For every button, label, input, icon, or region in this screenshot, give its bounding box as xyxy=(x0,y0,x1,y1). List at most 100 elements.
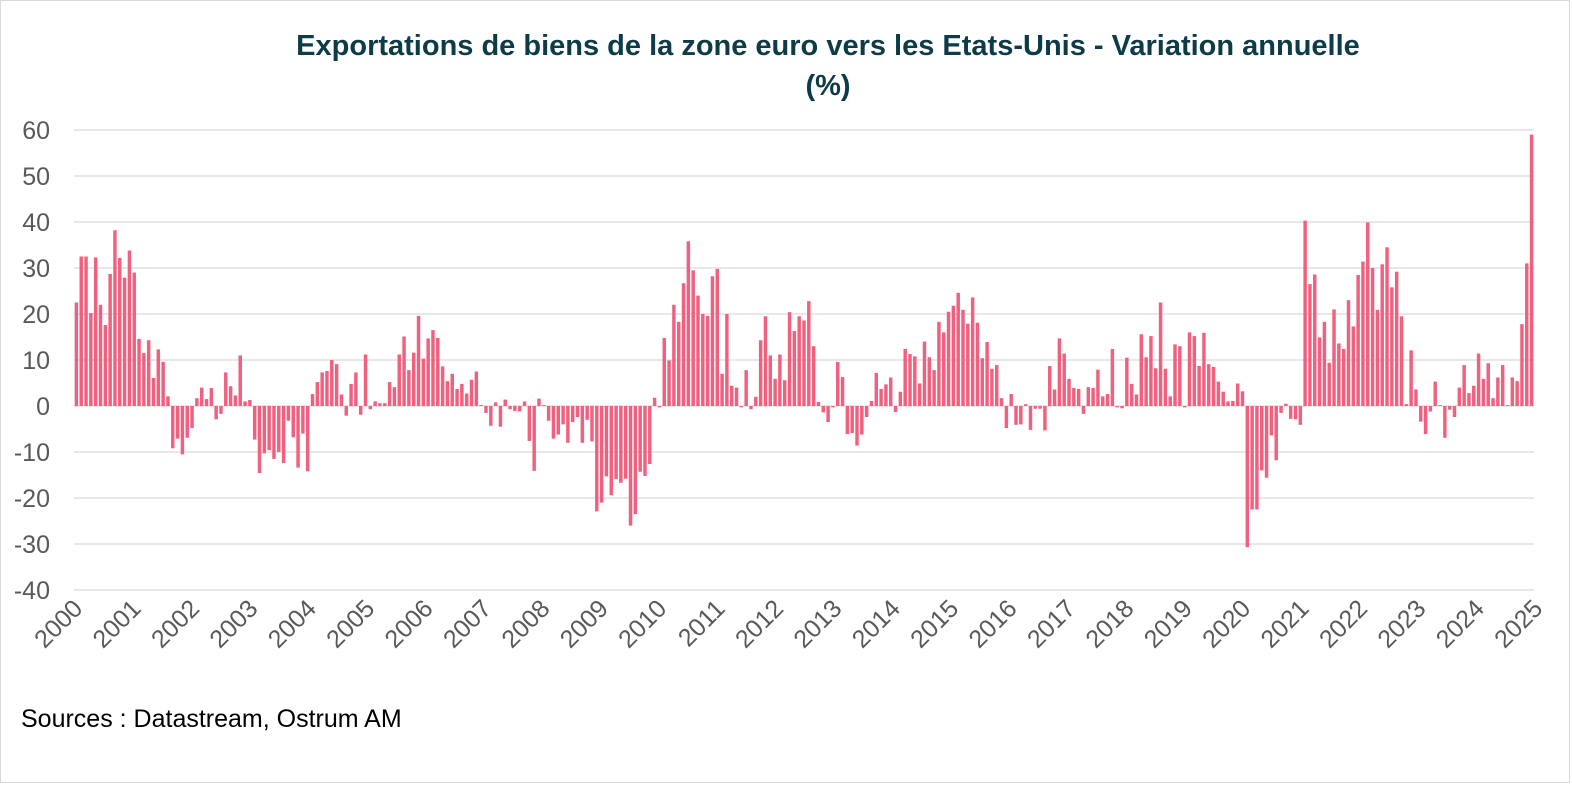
bar xyxy=(479,405,483,406)
bar xyxy=(1202,332,1206,406)
chart-title-unit: (%) xyxy=(805,70,851,102)
bar xyxy=(383,403,387,406)
bar xyxy=(1346,300,1351,406)
x-tick-label: 2024 xyxy=(1431,594,1490,653)
bar xyxy=(411,352,416,406)
bar xyxy=(1361,261,1365,406)
bar xyxy=(1486,363,1490,406)
bar xyxy=(1414,389,1418,406)
bar xyxy=(566,406,570,443)
y-axis-labels: 60 50 40 30 20 10 0 -10 -20 -30 -40 xyxy=(14,117,50,605)
bar xyxy=(334,364,339,406)
bar xyxy=(1245,406,1250,548)
bar xyxy=(1192,336,1197,406)
bar xyxy=(118,257,122,406)
bar xyxy=(1086,387,1091,406)
bar xyxy=(580,406,585,443)
bar xyxy=(604,406,609,477)
bar xyxy=(122,277,127,406)
bar xyxy=(1096,369,1100,406)
bar xyxy=(1515,381,1519,406)
bar xyxy=(1274,406,1278,461)
bar xyxy=(440,366,445,406)
bar xyxy=(609,406,613,496)
y-tick-label: 0 xyxy=(36,393,50,421)
bar xyxy=(648,406,652,464)
bar xyxy=(209,388,214,406)
bar xyxy=(787,312,792,406)
bar xyxy=(103,325,108,406)
bar xyxy=(1158,302,1163,406)
bar xyxy=(291,406,295,438)
bar xyxy=(315,382,320,406)
bar xyxy=(325,371,329,406)
bar xyxy=(171,406,175,449)
y-tick-label: 20 xyxy=(22,301,50,329)
bar xyxy=(508,406,512,410)
x-tick-label: 2006 xyxy=(380,594,439,653)
bar xyxy=(720,373,724,406)
bar xyxy=(1154,368,1158,406)
bar xyxy=(262,406,267,454)
bar xyxy=(1226,401,1230,406)
bar xyxy=(228,386,233,406)
x-tick-label: 2021 xyxy=(1256,594,1315,653)
bar xyxy=(1101,396,1105,406)
bar xyxy=(199,387,204,406)
bar xyxy=(860,406,864,435)
bar xyxy=(782,380,787,406)
bar xyxy=(517,406,522,412)
bar xyxy=(797,316,801,406)
bar xyxy=(108,273,112,406)
bar xyxy=(696,295,700,406)
bar xyxy=(1380,264,1384,406)
bar xyxy=(691,270,695,406)
bar xyxy=(672,304,676,406)
bar xyxy=(1288,406,1293,419)
bar xyxy=(1476,353,1481,406)
bar xyxy=(1081,406,1086,414)
bar xyxy=(498,406,503,427)
bar xyxy=(966,323,970,406)
bar xyxy=(811,346,816,406)
bar xyxy=(484,406,488,413)
bar xyxy=(1023,404,1028,406)
x-tick-label: 2012 xyxy=(730,594,789,653)
bar xyxy=(1327,362,1331,406)
x-tick-label: 2018 xyxy=(1080,594,1139,653)
bar xyxy=(821,406,826,413)
bar xyxy=(1260,406,1264,471)
bar xyxy=(768,355,773,406)
bar xyxy=(956,292,960,406)
bar xyxy=(599,406,604,503)
bar xyxy=(1043,406,1047,431)
bars xyxy=(74,134,1534,548)
bar xyxy=(705,315,710,406)
bar xyxy=(1293,406,1298,420)
bar xyxy=(344,406,348,416)
bar xyxy=(224,372,228,406)
bar xyxy=(1105,394,1110,406)
bar xyxy=(1443,406,1447,438)
bar xyxy=(893,406,898,412)
chart-title-main: Exportations de biens de la zone euro ve… xyxy=(296,30,1360,62)
bar xyxy=(942,332,946,406)
bar xyxy=(884,384,888,406)
bar xyxy=(729,385,734,406)
bar xyxy=(469,379,474,406)
bar xyxy=(1149,336,1153,406)
bar xyxy=(373,401,377,406)
bar xyxy=(1168,396,1172,406)
bar xyxy=(1062,353,1066,406)
x-tick-label: 2023 xyxy=(1372,594,1431,653)
bar xyxy=(681,283,686,406)
bar xyxy=(1144,357,1148,406)
bar xyxy=(267,406,271,451)
bar xyxy=(917,383,922,406)
bar xyxy=(1510,377,1515,406)
bar xyxy=(1322,321,1327,406)
bar xyxy=(272,406,276,459)
bar xyxy=(749,406,753,410)
bar xyxy=(951,305,956,406)
bar xyxy=(546,406,551,421)
